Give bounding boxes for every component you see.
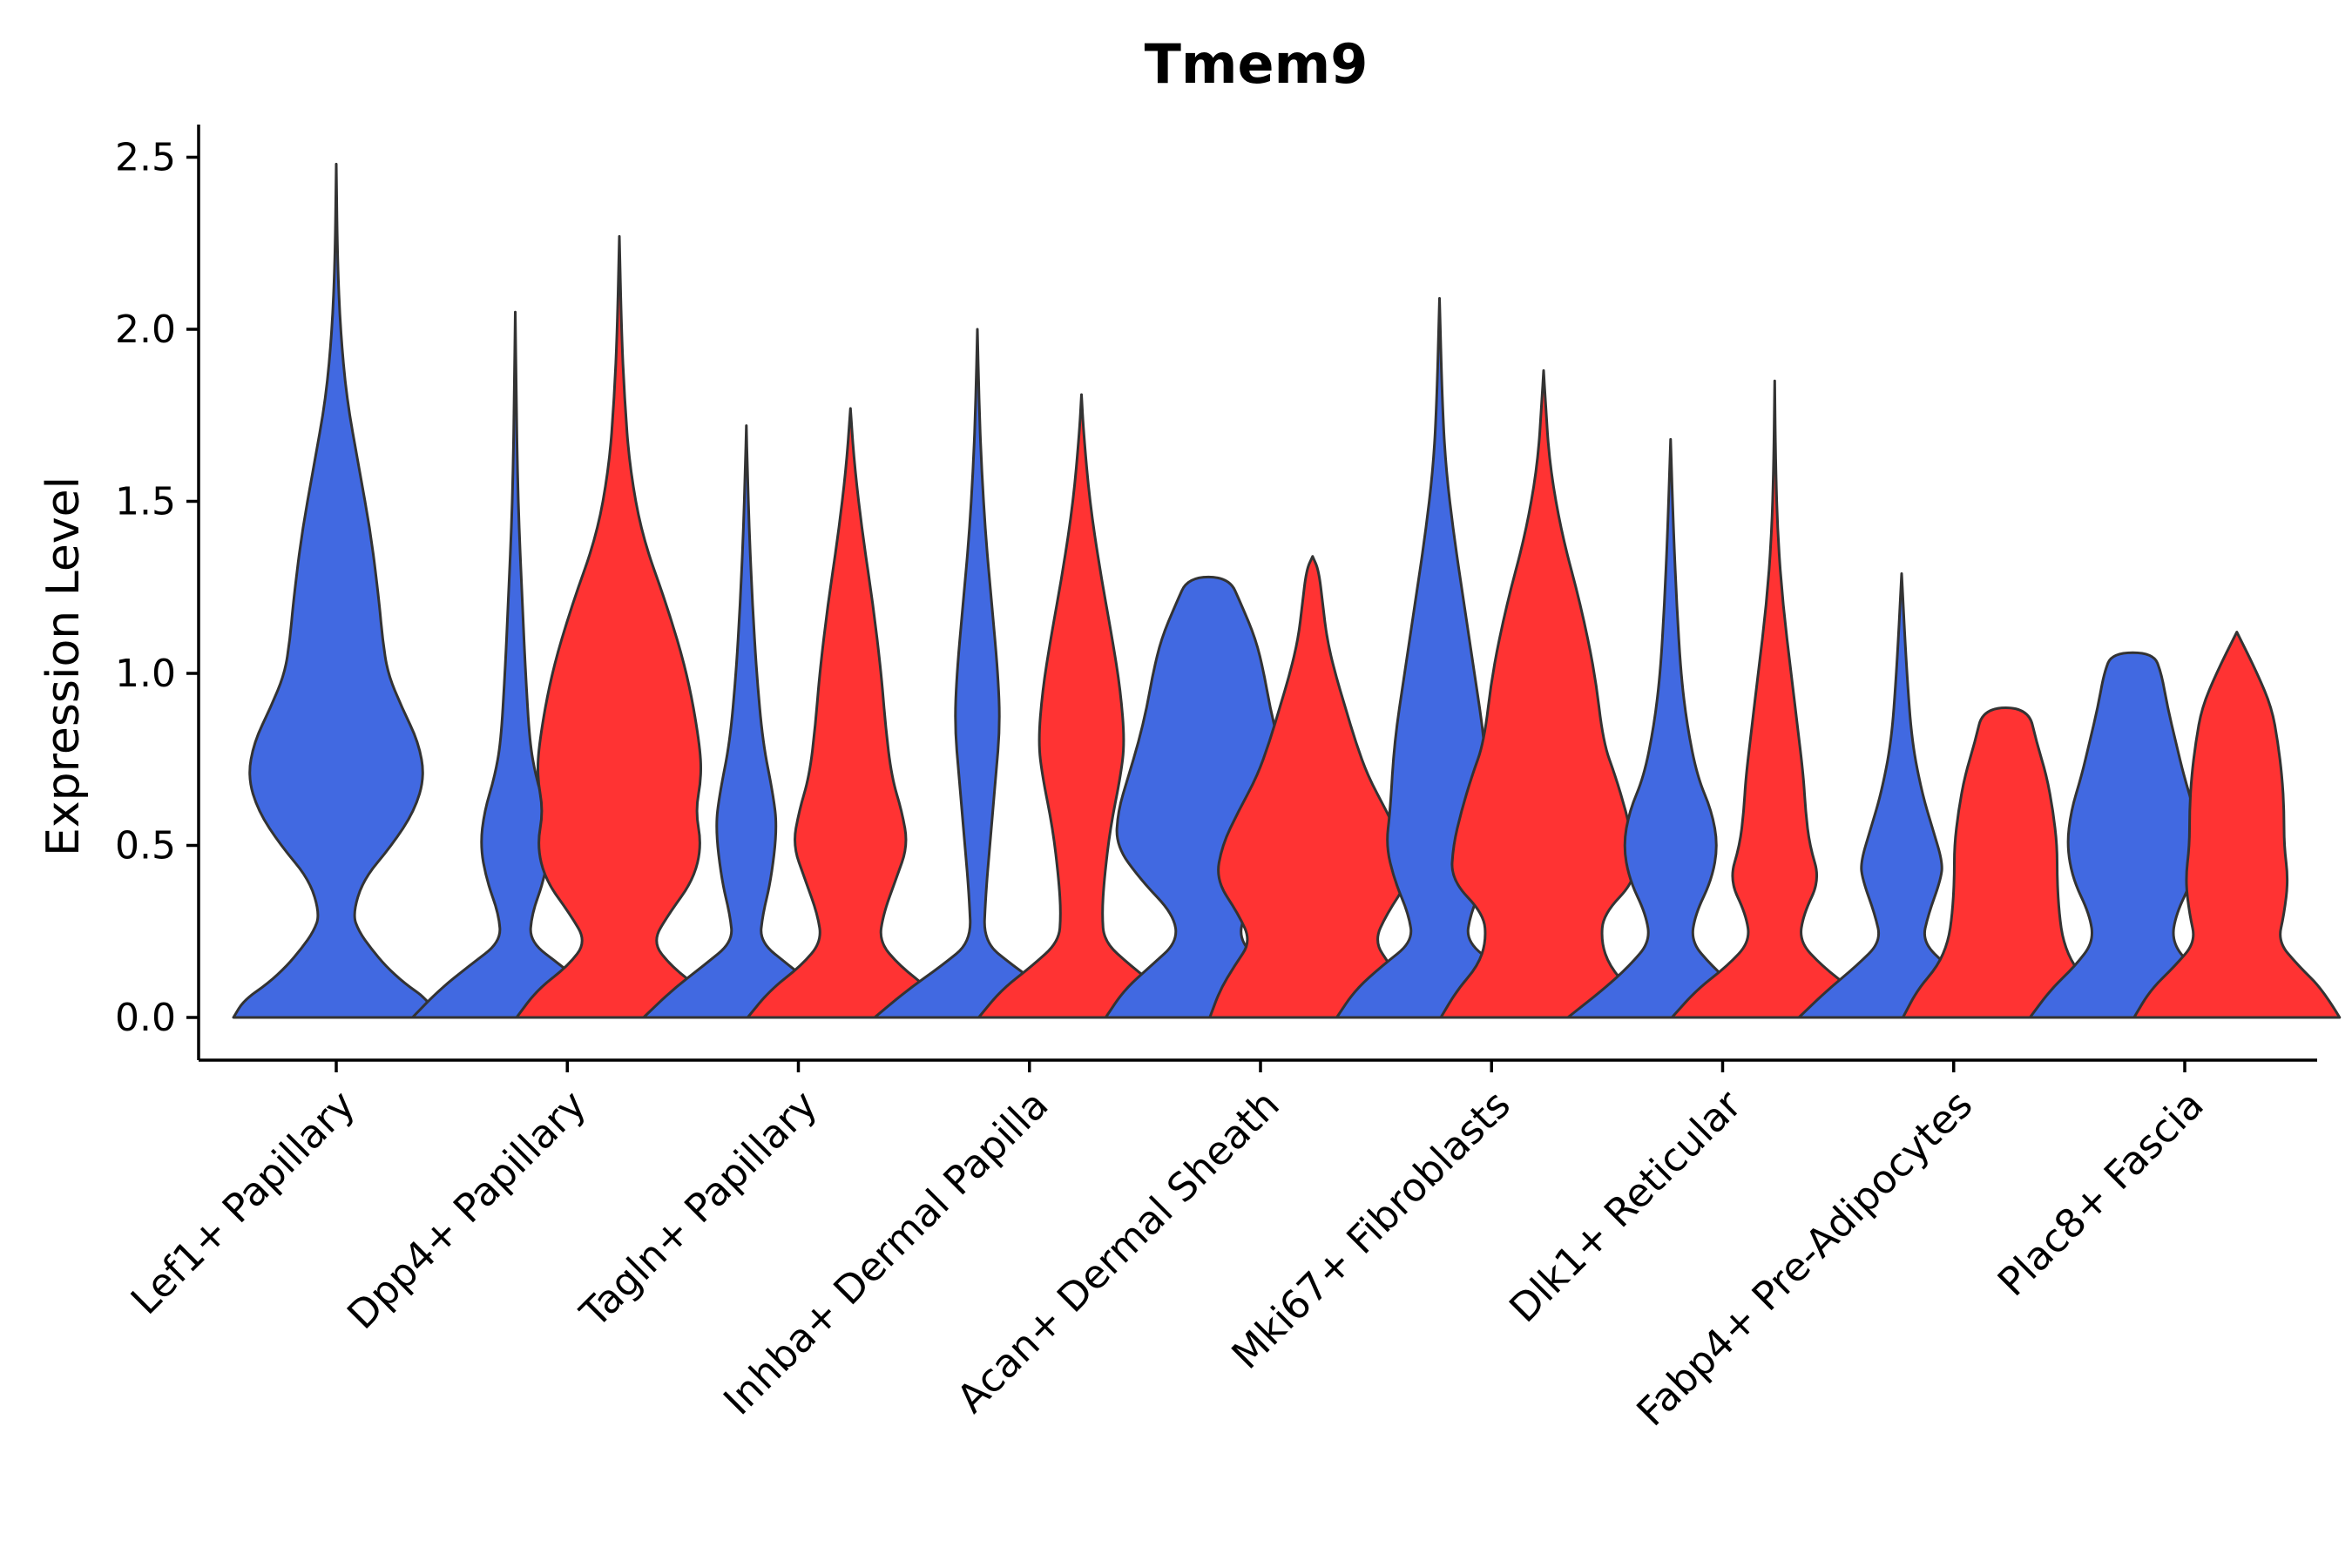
y-tick-label: 0.5 (115, 824, 176, 868)
x-tick-label: Dpp4+ Papillary (338, 1081, 595, 1338)
y-ticks: 0.0 0.5 1.0 1.5 2.0 2.5 (115, 136, 199, 1040)
violin-dlk1-reticular-red (1670, 379, 1879, 1019)
violin-dpp4-papillary-red (515, 234, 724, 1019)
x-tick-label: Plac8+ Fascia (1989, 1081, 2213, 1305)
violin-inhba-dermal-papilla-red (977, 393, 1186, 1019)
x-tick-label: Dlk1+ Reticular (1500, 1081, 1750, 1331)
violin-fabp4-pre-adipocytes-blue (1797, 572, 2006, 1019)
violin-fabp4-pre-adipocytes-red (1902, 706, 2110, 1019)
y-tick-label: 0.0 (115, 996, 176, 1040)
y-tick-label: 2.5 (115, 136, 176, 180)
chart-title: Tmem9 (1145, 32, 1369, 96)
x-tick-label: Lef1+ Papillary (122, 1081, 364, 1323)
violin-inhba-dermal-papilla-blue (873, 328, 1082, 1019)
y-tick-label: 2.0 (115, 308, 176, 352)
y-tick-label: 1.5 (115, 480, 176, 524)
violin-lef1-papillary-blue (232, 162, 441, 1019)
violin-dlk1-reticular-blue (1566, 437, 1775, 1019)
violin-plac8-fascia-red (2132, 631, 2342, 1019)
x-tick-label: Tagln+ Papillary (571, 1081, 826, 1336)
y-axis-label: Expression Level (37, 476, 90, 856)
violin-plac8-fascia-blue (2028, 651, 2237, 1019)
y-tick-label: 1.0 (115, 652, 176, 696)
violin-tagln-papillary-red (746, 407, 955, 1019)
violin-tagln-papillary-blue (642, 424, 851, 1019)
violins-group (232, 162, 2342, 1019)
